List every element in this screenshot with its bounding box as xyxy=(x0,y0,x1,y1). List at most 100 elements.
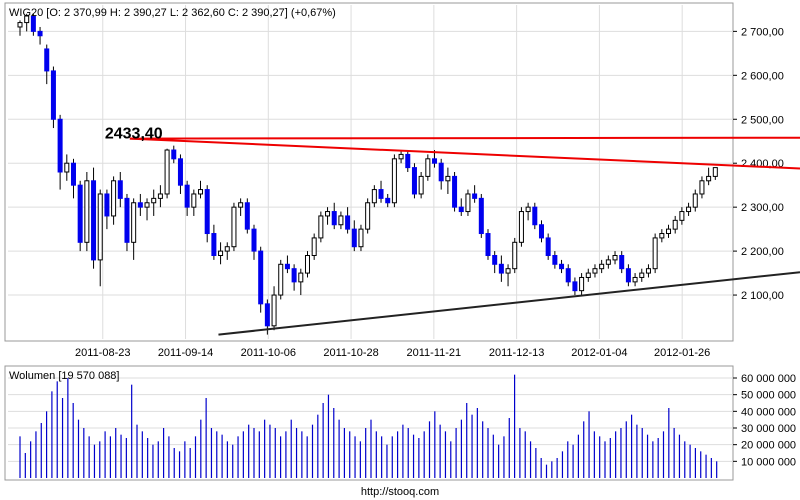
candle xyxy=(445,167,451,194)
price-y-tick-label: 2 200,00 xyxy=(741,246,784,258)
candle xyxy=(104,189,110,230)
candle xyxy=(137,193,143,216)
trend-line-resistance-2 xyxy=(129,136,800,140)
candle xyxy=(278,259,284,300)
candle xyxy=(559,259,565,274)
candle xyxy=(492,251,498,274)
volume-panel xyxy=(4,365,734,481)
candle xyxy=(405,150,411,172)
volume-y-tick-label: 40 000 000 xyxy=(741,406,796,418)
candle xyxy=(706,167,712,186)
volume-y-tick-label: 10 000 000 xyxy=(741,456,796,468)
candle xyxy=(579,273,585,296)
candle xyxy=(157,185,163,208)
candle xyxy=(124,193,130,252)
candle xyxy=(498,255,504,282)
candle xyxy=(291,264,297,291)
candle xyxy=(204,185,210,243)
candle xyxy=(465,189,471,216)
candle xyxy=(585,268,591,282)
price-x-tick-label: 2012-01-26 xyxy=(654,347,710,359)
candle xyxy=(672,215,678,234)
candle xyxy=(171,145,177,164)
candle xyxy=(692,189,698,212)
candle xyxy=(411,163,417,199)
price-y-tick-label: 2 700,00 xyxy=(741,26,784,38)
price-y-tick-label: 2 500,00 xyxy=(741,114,784,126)
candle xyxy=(44,44,50,85)
candle xyxy=(652,233,658,274)
trend-line-support xyxy=(218,271,800,336)
volume-y-tick-label: 50 000 000 xyxy=(741,390,796,402)
candlestick-series xyxy=(17,13,718,335)
candle xyxy=(458,198,464,216)
candle xyxy=(666,224,672,238)
candle xyxy=(639,268,645,282)
candle xyxy=(284,255,290,274)
volume-y-tick-label: 60 000 000 xyxy=(741,373,796,385)
price-x-tick-label: 2011-08-23 xyxy=(75,347,130,359)
candle xyxy=(365,198,371,234)
candle xyxy=(351,220,357,252)
candle xyxy=(552,251,558,269)
candle xyxy=(244,198,250,234)
volume-header: Wolumen [19 570 088] xyxy=(9,370,119,382)
candle xyxy=(151,189,157,216)
candle xyxy=(24,13,30,32)
price-x-tick-label: 2011-09-14 xyxy=(158,347,213,359)
trend-line-resistance-1 xyxy=(129,137,800,170)
candle xyxy=(686,202,692,216)
price-y-tick-label: 2 300,00 xyxy=(741,202,784,214)
candle xyxy=(699,176,705,199)
footer-url[interactable]: http://stooq.com xyxy=(361,486,439,498)
candle xyxy=(57,114,63,190)
candle xyxy=(338,211,344,230)
candle xyxy=(131,198,137,260)
candle xyxy=(111,176,117,225)
candle xyxy=(525,202,531,221)
candle xyxy=(425,154,431,181)
candle xyxy=(358,224,364,252)
candle xyxy=(77,180,83,252)
candle xyxy=(271,286,277,331)
candle xyxy=(712,167,718,180)
price-x-tick-label: 2011-11-21 xyxy=(407,347,462,359)
volume-y-tick-label: 30 000 000 xyxy=(741,423,796,435)
candle xyxy=(318,211,324,243)
candle xyxy=(70,158,76,199)
candle xyxy=(371,185,377,208)
price-y-axis: 2 100,002 200,002 300,002 400,002 500,00… xyxy=(733,26,784,302)
trend-lines xyxy=(129,136,800,336)
candle xyxy=(91,167,97,269)
candle xyxy=(345,207,351,234)
candle xyxy=(50,66,56,129)
volume-y-axis: 10 000 000 20 000 000 30 000 000 40 000 000… xyxy=(733,373,796,468)
candle xyxy=(117,172,123,208)
candle xyxy=(659,229,665,243)
candle xyxy=(625,264,631,287)
candle xyxy=(599,259,605,274)
candle xyxy=(679,207,685,225)
volume-y-tick-label: 20 000 000 xyxy=(741,440,796,452)
price-x-tick-label: 2011-10-28 xyxy=(323,347,378,359)
candle xyxy=(211,224,217,260)
price-x-tick-label: 2011-10-06 xyxy=(241,347,296,359)
candle xyxy=(532,202,538,230)
candle xyxy=(251,224,257,260)
candle xyxy=(518,207,524,247)
candle xyxy=(258,246,264,313)
candle xyxy=(565,264,571,287)
candle xyxy=(538,220,544,243)
candle xyxy=(605,255,611,269)
candle xyxy=(378,180,384,203)
candle xyxy=(485,229,491,260)
candle xyxy=(632,273,638,287)
candle xyxy=(385,193,391,208)
candle xyxy=(545,233,551,260)
volume-bars xyxy=(19,374,718,478)
price-panel xyxy=(4,2,734,342)
candle xyxy=(645,264,651,278)
candle xyxy=(619,251,625,274)
price-y-tick-label: 2 100,00 xyxy=(741,290,784,302)
candle xyxy=(304,251,310,278)
